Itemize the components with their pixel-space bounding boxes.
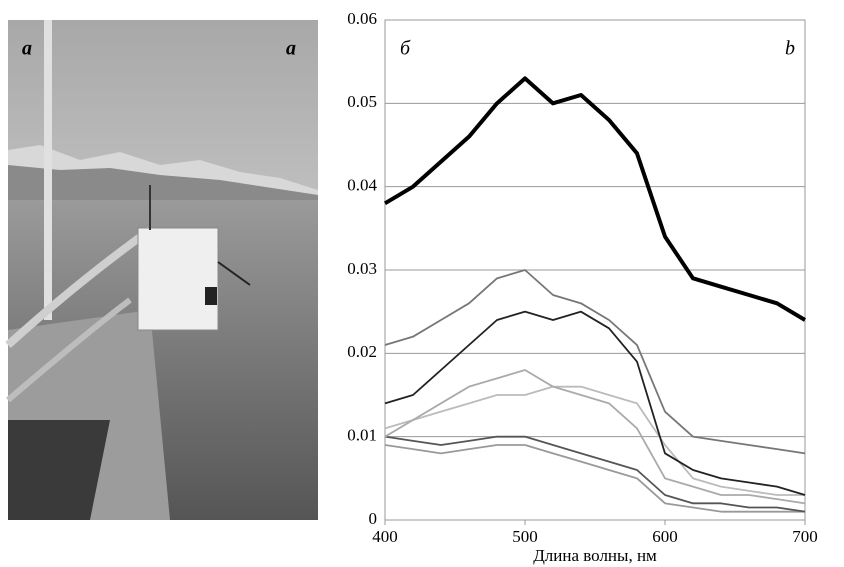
x-tick-label: 700 — [792, 527, 818, 546]
series-line — [384, 269, 806, 455]
photo-label: a — [22, 38, 32, 60]
photo-label: a — [286, 38, 296, 60]
series-line — [384, 369, 806, 505]
y-tick-label: 0 — [369, 509, 378, 528]
x-tick-label: 500 — [512, 527, 538, 546]
series-line — [384, 385, 805, 496]
series-line — [384, 310, 806, 496]
y-tick-label: 0.04 — [347, 176, 377, 195]
y-tick-label: 0.05 — [347, 92, 377, 111]
panel-label: b — [785, 38, 795, 60]
series-line — [384, 435, 806, 513]
chart: 0 0.01 0.02 0.03 0.04 0.05 0.06 400 500 600 700 — [347, 9, 818, 546]
series-line — [383, 76, 807, 322]
photo: a a — [5, 20, 318, 520]
series-line — [384, 444, 805, 513]
y-tick-label: 0.02 — [347, 342, 377, 361]
x-axis-label: Длина волны, нм — [533, 546, 657, 565]
x-tick-label: 600 — [652, 527, 678, 546]
x-tick-label: 400 — [372, 527, 398, 546]
y-tick-label: 0.03 — [347, 259, 377, 278]
y-tick-label: 0.06 — [347, 9, 377, 28]
y-tick-label: 0.01 — [347, 426, 377, 445]
panel-label: б — [400, 38, 411, 60]
